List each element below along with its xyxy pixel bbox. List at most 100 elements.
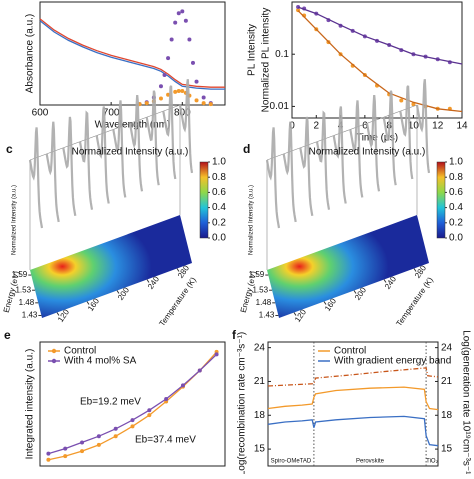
energy-tick-label: 1.43 [22,311,38,320]
region-label: Spiro-OMeTAD [271,459,312,465]
x-tick-label: 600 [32,108,49,119]
energy-tick-label: 1.48 [256,298,272,307]
legend-label: Control [64,346,96,357]
data-point [201,101,206,106]
y-tick-label: 24 [254,342,266,353]
ridge-curve [178,79,194,174]
data-point [194,98,199,103]
data-point [147,408,152,413]
data-point [208,102,213,107]
temperature-tick [383,279,387,283]
legend-marker [51,358,57,364]
data-point [166,56,171,61]
temperature-tick [353,290,357,294]
plot-frame [267,341,439,467]
colorbar-tick-label: 0.4 [449,202,463,213]
energy-tick-label: 1.59 [12,270,28,279]
ridge-curve [128,94,144,192]
data-point [80,449,85,454]
colorbar-title: Normalized Intensity (a.u.) [72,147,189,158]
series-line [297,6,463,65]
series-line [267,367,439,387]
x-tick-label: 2 [314,121,320,132]
data-point [158,96,163,101]
y-axis-label: Normalized PL intensity [261,8,272,113]
data-point [194,79,199,84]
y-axis-label: Log(recombination rate cm⁻³s⁻¹) [237,332,248,474]
data-point [63,446,68,451]
ridge-curve [399,85,414,180]
data-point [162,73,167,78]
data-point [46,451,51,456]
series-line [267,415,439,447]
panel-letter: e [4,328,11,342]
energy-tick-label: 1.53 [15,285,31,294]
data-point [214,352,219,357]
data-point [173,20,178,25]
data-point [96,442,101,447]
legend-marker [51,348,57,354]
colorbar [436,161,446,239]
ridge-curve [415,79,431,174]
data-point [180,383,185,388]
colorbar [199,161,209,239]
temperature-tick [116,290,120,294]
series-line [39,18,225,88]
colorbar-tick-label: 1.0 [212,157,226,168]
data-point [164,397,169,402]
panel-letter: d [243,142,250,156]
temperature-tick [56,312,60,316]
data-point [169,37,174,42]
colorbar-tick-label: 0.4 [212,202,226,213]
ridge-curve [78,110,94,210]
legend-label: With 4 mol% SA [64,356,137,367]
temperature-tick [293,312,297,316]
colorbar-tick-label: 0.8 [449,172,463,183]
colorbar-tick-label: 0.6 [212,187,226,198]
temperature-tick [323,301,327,305]
ridge-curve [299,116,314,216]
y-tick-label: 0.01 [270,101,290,112]
data-point [176,11,181,16]
legend-label: With gradient energy band [334,356,451,367]
data-point [46,457,51,462]
temperature-axis-label: Temperature (K) [157,275,198,328]
ridge-curve [145,90,160,186]
data-point [180,9,185,14]
ridge-curve [28,127,44,229]
plot-frame [39,1,226,106]
ridge-curve [95,106,110,204]
y-tick-label: 0.1 [275,49,289,60]
energy-tick-label: 1.59 [249,270,265,279]
data-point [197,368,202,373]
y2-tick-label: 18 [441,410,453,421]
colorbar-tick-label: 0.8 [212,172,226,183]
data-point [96,434,101,439]
data-point [190,60,195,65]
temperature-tick [176,268,180,272]
y2-tick-label: 15 [441,444,453,455]
ridge-curve [315,110,331,210]
data-point [113,434,118,439]
z-axis-label: Normalized Intensity (a.u.) [249,185,255,255]
series-line [267,386,439,411]
panel-letter: c [6,142,13,156]
data-point [113,426,118,431]
ridge-curve [382,90,397,186]
series-line [39,20,225,90]
y2-tick-label: 24 [441,342,453,353]
energy-tick-label: 1.43 [259,311,275,320]
colorbar-tick-label: 0.6 [449,187,463,198]
x-tick-label: 10 [408,121,420,132]
ridge-curve [265,127,281,229]
y2-axis-label: Log(generation rate 10¹⁹cm⁻³s⁻¹) [460,330,471,474]
surface-plot [28,79,194,318]
data-point [63,454,68,459]
legend-label: Control [334,346,366,357]
y-axis-label-secondary: PL Intensity [247,24,258,76]
data-point [201,95,206,100]
energy-tick-label: 1.48 [19,298,35,307]
series-line [297,10,463,113]
x-tick-label: 700 [103,108,120,119]
